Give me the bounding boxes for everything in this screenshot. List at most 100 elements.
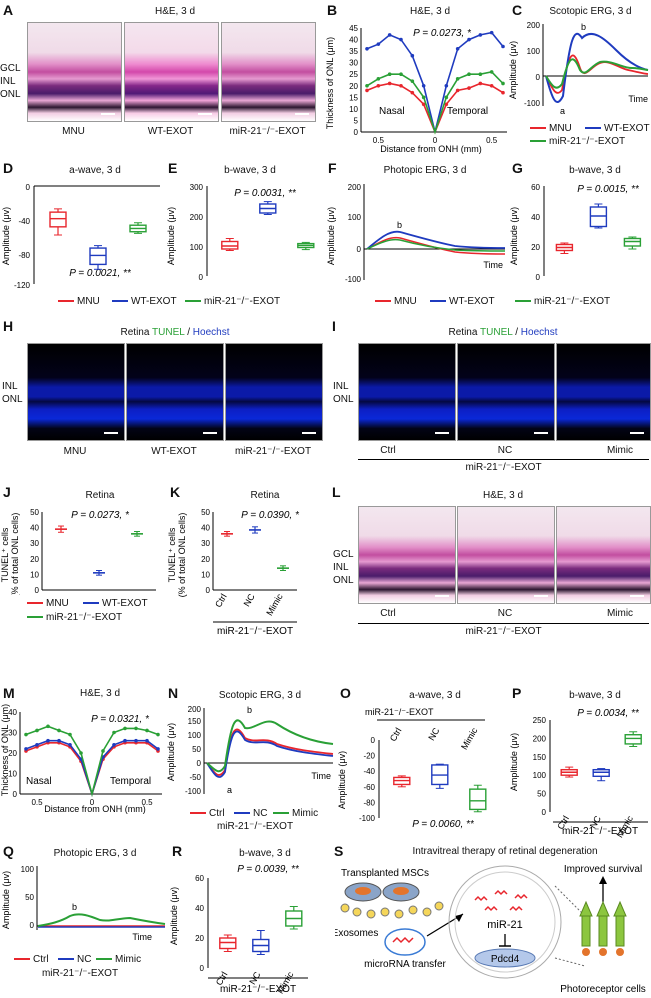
caption-i-mimic: Mimic xyxy=(606,445,634,456)
ytick-label: 15 xyxy=(349,93,358,102)
ytick-label: 50 xyxy=(30,508,39,517)
box-e-0 xyxy=(221,238,239,251)
data-point xyxy=(112,743,116,747)
svg-text:P = 0.0273, *: P = 0.0273, * xyxy=(413,28,472,39)
box-e-2 xyxy=(297,241,315,251)
data-point xyxy=(68,732,72,737)
data-point xyxy=(387,72,392,77)
ytick-label: -60 xyxy=(363,783,375,792)
panel-label-s: S xyxy=(334,843,344,859)
panel-q-title: Photopic ERG, 3 d xyxy=(53,848,137,859)
data-point xyxy=(68,743,72,747)
panel-label-h: H xyxy=(3,318,14,334)
svg-text:-100: -100 xyxy=(185,787,202,796)
svg-text:-40: -40 xyxy=(18,217,30,226)
box-d-0 xyxy=(49,208,67,236)
data-point xyxy=(421,95,426,100)
ytick-label: 40 xyxy=(8,708,17,717)
data-point xyxy=(399,83,403,88)
svg-text:miR-21⁻/⁻-EXOT: miR-21⁻/⁻-EXOT xyxy=(217,626,293,637)
data-point xyxy=(145,728,149,733)
svg-text:100: 100 xyxy=(188,731,202,740)
caption-a-mnu: MNU xyxy=(62,126,85,137)
ytick-label: -100 xyxy=(359,814,376,823)
data-point xyxy=(134,738,138,743)
box-g-2 xyxy=(623,236,642,250)
data-point xyxy=(444,102,449,107)
box xyxy=(219,937,237,950)
ytick-label: 40 xyxy=(349,36,358,45)
tunel-image-mimic xyxy=(556,343,651,441)
svg-text:b: b xyxy=(247,705,252,715)
svg-text:300: 300 xyxy=(190,183,204,192)
ytick-label: 0 xyxy=(542,808,547,817)
data-point xyxy=(365,47,369,51)
data-point xyxy=(489,30,494,35)
xtick-label: 0 xyxy=(433,136,438,145)
box-g-0 xyxy=(555,242,574,254)
box-r-0 xyxy=(219,934,237,952)
data-point xyxy=(410,79,415,83)
panel-l-side-labels: GCL INL ONL xyxy=(333,549,354,586)
panel-a-title: H&E, 3 d xyxy=(154,6,196,17)
data-point xyxy=(387,33,392,37)
svg-text:Transplanted MSCs: Transplanted MSCs xyxy=(341,868,429,879)
ytick-label: -80 xyxy=(363,798,375,807)
svg-text:P = 0.0390, *: P = 0.0390, * xyxy=(241,510,300,521)
svg-text:Time: Time xyxy=(628,94,648,104)
ytick-label: -20 xyxy=(363,752,375,761)
tunel-image-nc xyxy=(457,343,555,441)
data-point xyxy=(134,726,138,731)
ytick-label: 200 xyxy=(533,734,547,743)
data-point xyxy=(421,83,426,88)
svg-text:Amplitude (μv): Amplitude (μv) xyxy=(166,207,176,265)
svg-text:b: b xyxy=(72,902,77,912)
ytick-label: 10 xyxy=(30,570,39,579)
series-line-1 xyxy=(366,31,504,133)
xtick-label: 0 xyxy=(90,798,95,807)
he-image-ctrl xyxy=(358,506,456,604)
svg-text:P = 0.0021, **: P = 0.0021, ** xyxy=(69,268,132,279)
data-point xyxy=(57,728,61,733)
svg-text:50: 50 xyxy=(192,745,201,754)
data-point xyxy=(35,743,39,747)
panel-label-o: O xyxy=(340,685,351,701)
group-line-i xyxy=(358,459,649,460)
svg-text:0: 0 xyxy=(357,245,362,254)
data-point xyxy=(145,738,149,743)
chart-m: Thickness of ONL (μm) 0 10 20 30 40 0.5 0 0.5 P… xyxy=(0,704,162,814)
chart-g: Amplitude (μv) 60 40 20 0 P = 0.0015, ** xyxy=(509,183,642,282)
ytick-label: 50 xyxy=(201,508,210,517)
data-point xyxy=(478,81,483,86)
group-line-l xyxy=(358,623,649,624)
data-point xyxy=(46,724,50,729)
panel-r-title: b-wave, 3 d xyxy=(239,848,291,859)
panel-label-p: P xyxy=(512,685,522,701)
caption-l-ctrl: Ctrl xyxy=(380,608,396,619)
he-image-wt-exot xyxy=(124,22,219,122)
ytick-label: 30 xyxy=(201,539,210,548)
panel-f-title: Photopic ERG, 3 d xyxy=(383,165,467,176)
panel-g-title: b-wave, 3 d xyxy=(569,165,621,176)
data-point xyxy=(467,72,471,77)
svg-text:200: 200 xyxy=(348,183,362,192)
box xyxy=(623,237,642,247)
legend-row2b-mir: miR-21⁻/⁻-EXOT xyxy=(515,296,610,307)
svg-text:Time: Time xyxy=(483,260,503,270)
ytick-label: 150 xyxy=(533,753,547,762)
chart-p: Amplitude (μv) P = 0.0034, ** miR-21⁻/⁻-… xyxy=(509,708,648,839)
box-p-2 xyxy=(624,731,642,747)
chart-r: Amplitude (μv) P = 0.0039, ** miR-21⁻/⁻-… xyxy=(169,864,308,995)
chart-c: Amplitude (μv) 200 100 0 -100 a b Time xyxy=(508,21,649,116)
panel-b-title: H&E, 3 d xyxy=(409,6,451,17)
xtick-label: 0.5 xyxy=(486,136,498,145)
svg-text:Amplitude (μv): Amplitude (μv) xyxy=(166,723,176,781)
svg-text:miR-21⁻/⁻-EXOT: miR-21⁻/⁻-EXOT xyxy=(562,826,638,837)
svg-text:TUNEL⁺ cells: TUNEL⁺ cells xyxy=(167,527,177,582)
svg-text:100: 100 xyxy=(348,213,362,222)
svg-text:P = 0.0321, *: P = 0.0321, * xyxy=(91,714,150,725)
xtick-label: 0.5 xyxy=(141,798,153,807)
chart-j: TUNEL⁺ cells (% of total ONL cells) P = … xyxy=(0,508,156,595)
box xyxy=(49,211,67,228)
svg-text:Photoreceptor cells: Photoreceptor cells xyxy=(560,984,646,995)
